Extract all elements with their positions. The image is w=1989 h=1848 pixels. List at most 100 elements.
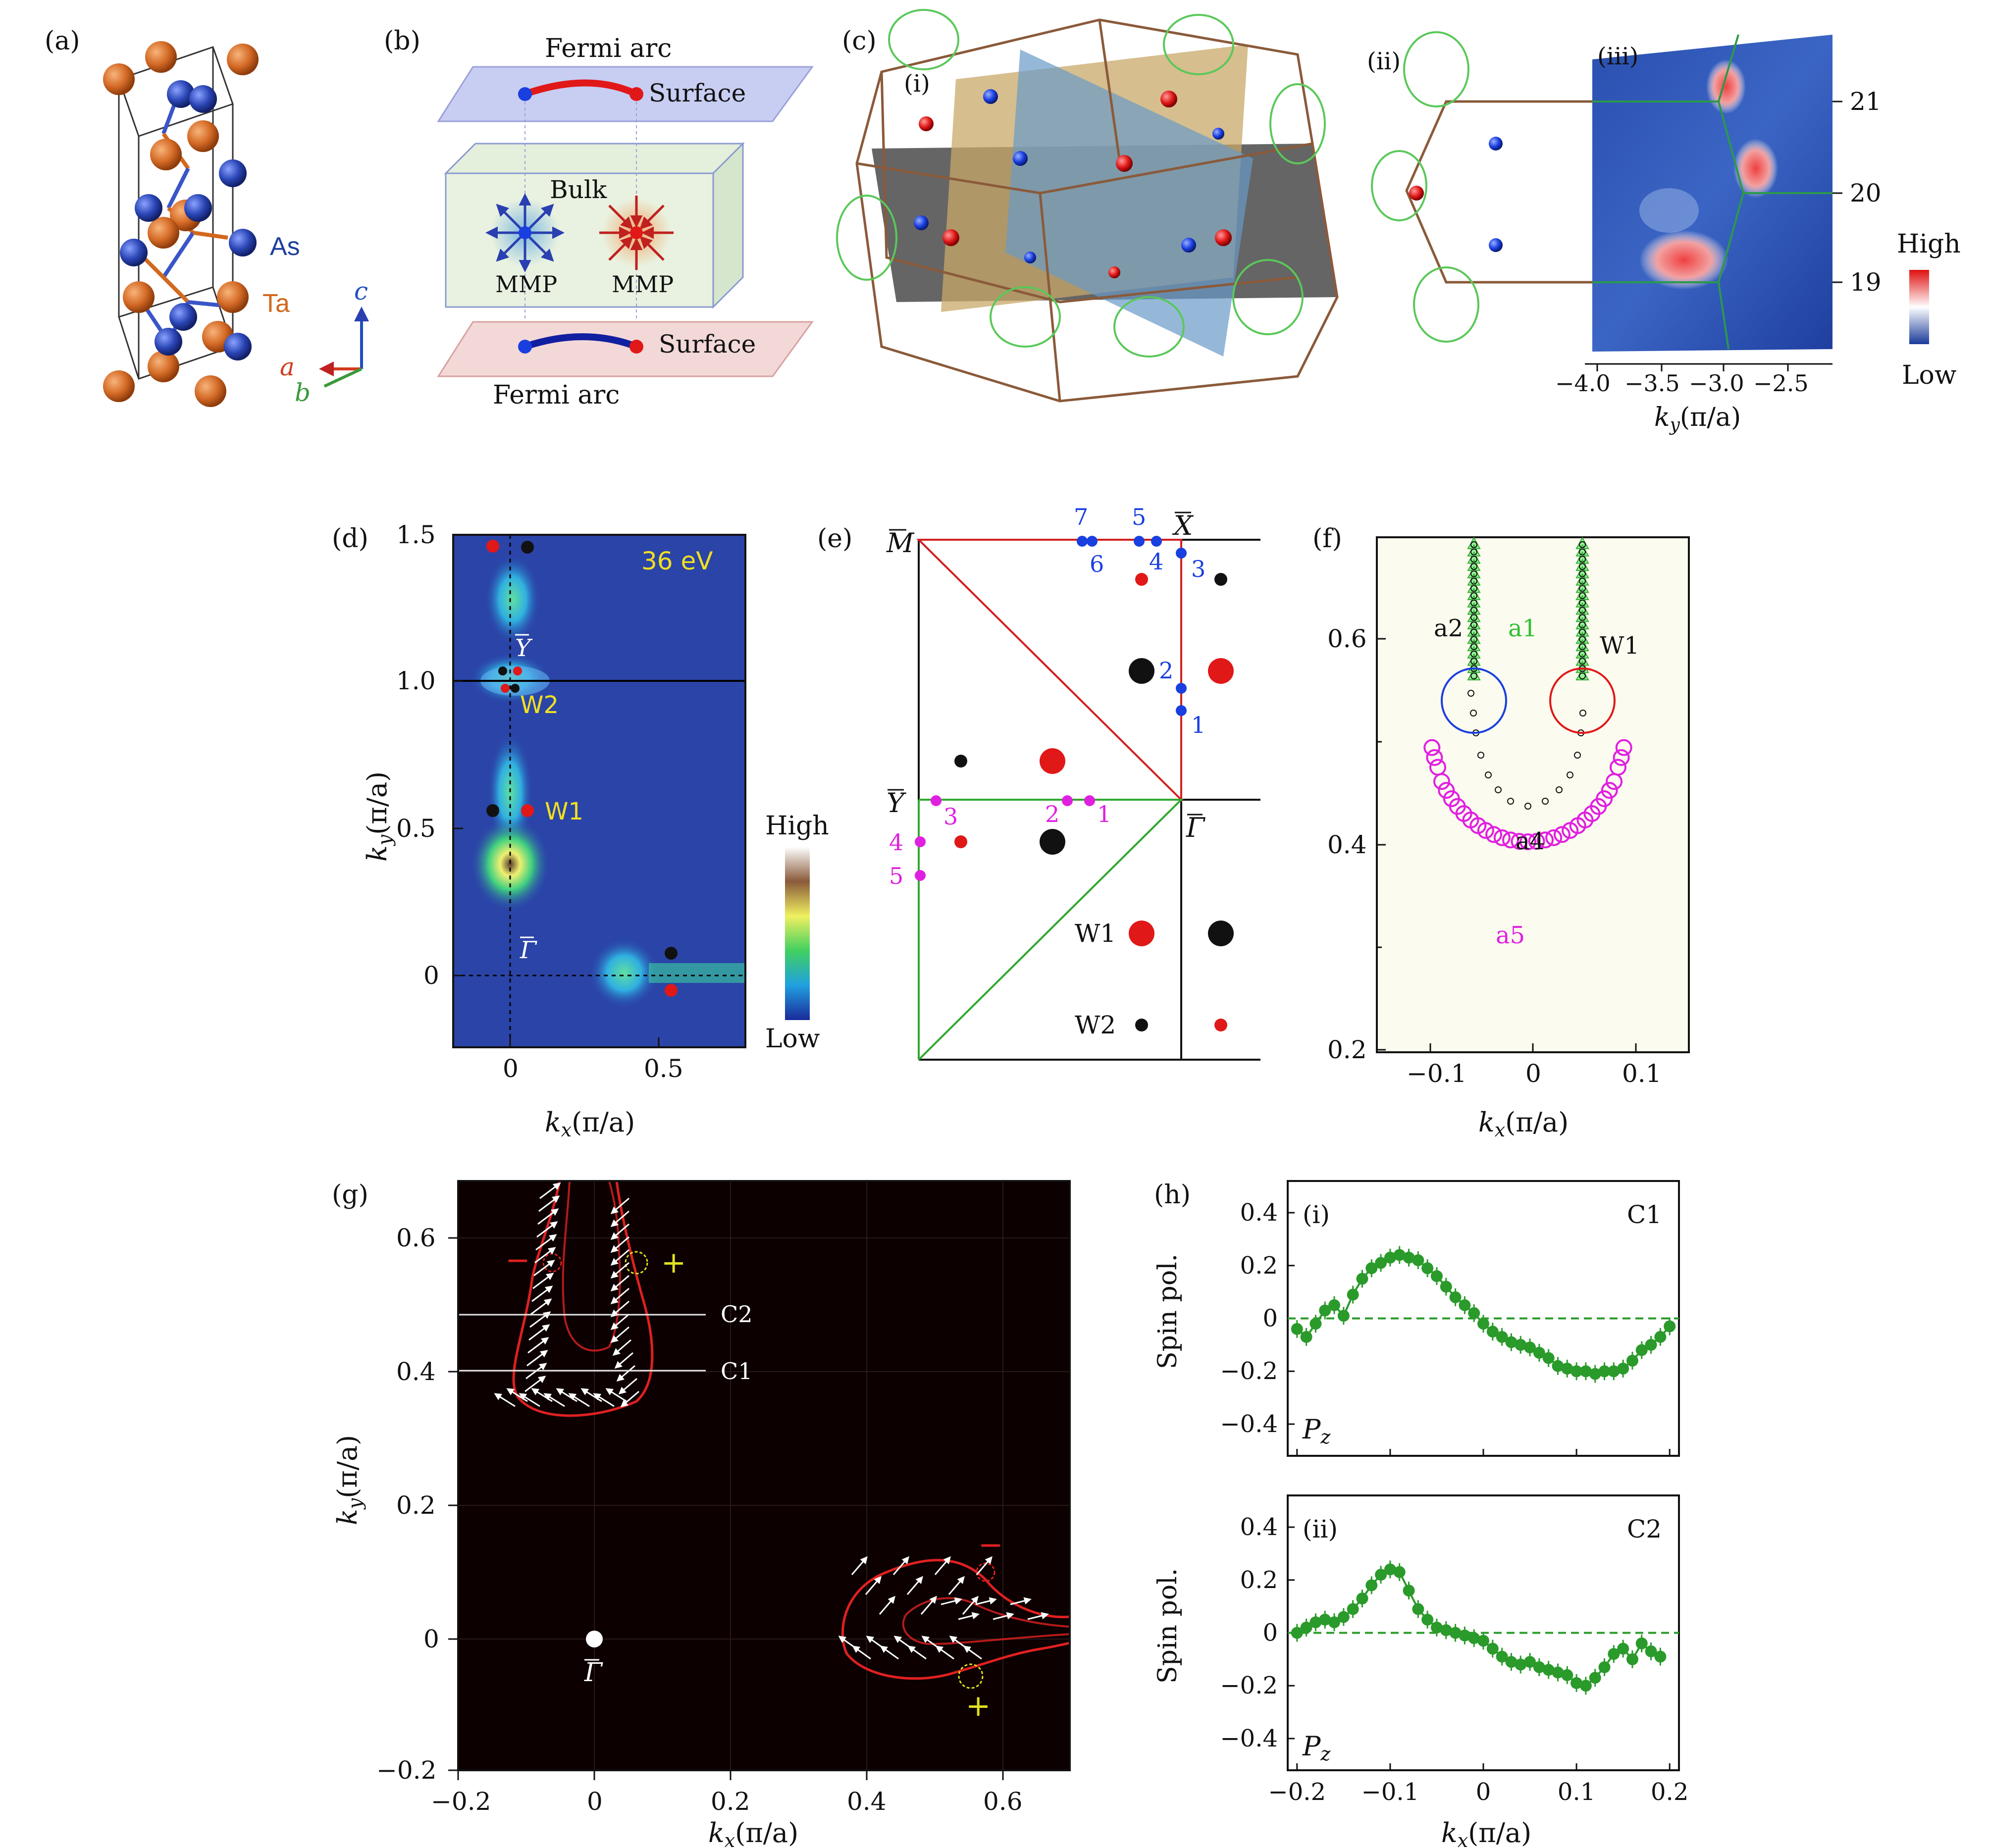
- spin-arrow: [610, 1275, 629, 1291]
- data-point: [1635, 1344, 1648, 1356]
- f-a5-label: a5: [1496, 922, 1525, 949]
- panel-b-label: (b): [384, 26, 420, 56]
- a2-marker: [1579, 643, 1586, 651]
- data-point: [1645, 1338, 1657, 1351]
- data-point: [1524, 1341, 1536, 1354]
- spin-arrow: [610, 1210, 629, 1227]
- data-point: [1664, 1320, 1676, 1333]
- svg-text:6: 6: [1090, 551, 1104, 577]
- weyl-points-3d: [914, 89, 1232, 278]
- y-tick-label: −0.2: [1220, 1357, 1278, 1385]
- h-i-label: (i): [1303, 1200, 1330, 1229]
- a4-marker: [1485, 771, 1492, 778]
- data-point: [1626, 1653, 1638, 1665]
- a5-marker: [1596, 790, 1613, 807]
- data-point: [1403, 1585, 1415, 1597]
- a2-marker: [1579, 672, 1586, 679]
- series-line: [1296, 1254, 1671, 1375]
- arpes-map: [1592, 34, 1832, 352]
- data-point: [1440, 1624, 1452, 1637]
- panel-a: (a): [45, 26, 369, 407]
- f-W1-label: W1: [1600, 632, 1639, 660]
- y-tick-label: 0.4: [1240, 1513, 1278, 1541]
- a2-marker: [1470, 548, 1477, 556]
- a5-marker: [1511, 833, 1528, 850]
- a2-marker: [1470, 577, 1477, 585]
- d-ytick-1: 1.5: [396, 520, 436, 549]
- spin-arrow: [962, 1595, 979, 1615]
- bz-2d-loops: [1371, 31, 1479, 343]
- f-red-circle: [1549, 667, 1616, 734]
- bottom-fermi-arc-title: Fermi arc: [493, 380, 620, 410]
- e-X-label: X: [1172, 510, 1194, 541]
- a5-marker: [1438, 782, 1455, 799]
- mmp-left-label: MMP: [495, 271, 557, 298]
- weyl-2d-blue-bottom: [1489, 238, 1503, 252]
- svg-text:7: 7: [1074, 504, 1088, 530]
- spin-arrow: [534, 1247, 556, 1264]
- panel-g: (g) C2 C1 − + − +: [332, 1180, 1071, 1848]
- a2-marker: [1470, 658, 1477, 665]
- g-ytick-5: −0.2: [376, 1756, 436, 1785]
- f-a2-label: a2: [1434, 615, 1463, 642]
- y-tick-label: −0.2: [1220, 1672, 1278, 1699]
- a2-marker: [1579, 548, 1586, 556]
- a2-marker: [1470, 570, 1477, 577]
- g-xtick-3: 0.2: [711, 1787, 750, 1816]
- spin-arrow: [533, 1260, 555, 1277]
- f-a5-circles: [1423, 739, 1632, 850]
- a5-marker: [1613, 749, 1630, 766]
- y-tick-label: 0: [1262, 1305, 1278, 1333]
- spin-arrow: [963, 1645, 982, 1660]
- g-gamma-label: Γ: [584, 1658, 603, 1688]
- spin-arrow: [616, 1365, 635, 1382]
- spin-arrow: [920, 1595, 937, 1615]
- axis-b-label: b: [295, 378, 311, 407]
- spin-arrow: [536, 1221, 558, 1238]
- f-xlabel: kx(π/a): [1478, 1107, 1569, 1141]
- a2-marker: [1470, 592, 1477, 600]
- a4-marker: [1542, 798, 1549, 805]
- data-point: [1598, 1661, 1611, 1673]
- d-weyl-points: [486, 540, 678, 997]
- data-point: [1477, 1635, 1489, 1647]
- data-point: [1542, 1352, 1555, 1364]
- g-C1-label: C1: [721, 1358, 752, 1385]
- data-point: [1375, 1569, 1387, 1581]
- spin-arrow: [612, 1339, 631, 1356]
- data-point: [1421, 1613, 1434, 1626]
- a4-marker: [1507, 798, 1514, 805]
- data-point: [1365, 1262, 1378, 1275]
- c-iii-xaxis: [1585, 363, 1832, 371]
- data-point: [1486, 1643, 1499, 1655]
- e-W1-label: W1: [1075, 919, 1116, 948]
- a2-marker: [1470, 556, 1477, 563]
- svg-text:5: 5: [889, 863, 903, 889]
- a2-marker: [1579, 614, 1586, 621]
- data-point: [1589, 1672, 1601, 1684]
- data-point: [1533, 1661, 1545, 1673]
- spin-arrow: [610, 1262, 629, 1279]
- spin-arrow: [976, 1556, 993, 1575]
- panel-h: (h) (i) C1 Pz 0.40.20−0.2−0.4 Spin pol. …: [1153, 1180, 1688, 1848]
- data-point: [1579, 1680, 1592, 1692]
- g-xtick-4: 0.4: [847, 1787, 887, 1816]
- spin-arrow: [530, 1298, 552, 1315]
- axis-triad: [319, 307, 369, 388]
- data-point: [1449, 1291, 1462, 1303]
- data-point: [1524, 1656, 1536, 1668]
- svg-text:5: 5: [1132, 504, 1146, 530]
- e-Y-label: Y: [887, 787, 906, 819]
- spin-arrow: [532, 1273, 554, 1289]
- data-point: [1496, 1331, 1508, 1343]
- d-Gamma-label: Γ: [520, 936, 537, 964]
- f-ytick-02: 0.2: [1327, 1035, 1367, 1064]
- g-plus-bottom: +: [966, 1689, 991, 1723]
- f-plot-area: [1376, 536, 1690, 1053]
- panel-e: (e) M X Y Γ: [817, 504, 1260, 1061]
- spin-arrow: [527, 1337, 549, 1354]
- a2-marker: [1470, 672, 1477, 679]
- bottom-fermi-arc: [522, 333, 640, 350]
- data-point: [1319, 1613, 1331, 1626]
